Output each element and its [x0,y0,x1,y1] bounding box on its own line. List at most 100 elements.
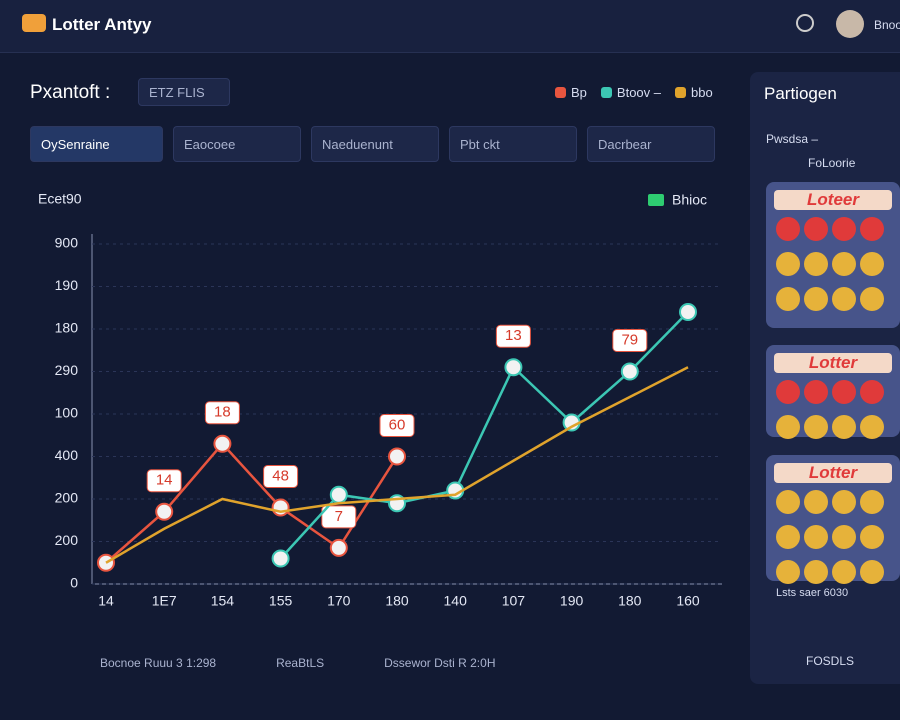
point [504,358,523,377]
ball [860,560,884,584]
ball [832,380,856,404]
ball [860,287,884,311]
series-line [279,311,689,560]
filter[interactable]: Naeduenunt [311,126,439,162]
ball [804,415,828,439]
ball [832,525,856,549]
logo: Lotter Antyy [52,15,152,34]
x-tick-label: 107 [502,593,526,609]
ball [804,252,828,276]
ball [776,217,800,241]
ball [776,252,800,276]
ball [804,380,828,404]
point [329,485,348,504]
y-tick-label: 290 [55,362,79,378]
ticket-title: Loteer [774,190,892,210]
bottom-text: ReaBtLS [276,656,325,670]
ball [832,560,856,584]
top-bar: Lotter Antyy Bnoo [0,0,900,53]
ticket-card[interactable]: Lotter [766,345,900,439]
panel-title: Pxantoft : [30,82,111,103]
ball [860,490,884,514]
ball [860,415,884,439]
x-tick-label: 14 [98,593,114,609]
label-box [204,401,240,425]
ball-row [774,284,892,319]
label-box [321,505,357,529]
ball [776,525,800,549]
chart: Ecet90 Bhioc 0 200 200 400 100 290 180 190 900 14 1E… [38,191,722,609]
x-tick-label: 180 [385,593,409,609]
y-tick-label: 180 [55,320,79,336]
ball [776,560,800,584]
ball [804,525,828,549]
point [271,498,290,517]
ticket-card[interactable]: Lotter [766,455,900,584]
sidebar-sub: Pwsdsa – [766,132,819,146]
ball [776,380,800,404]
filter[interactable]: Eaocoee [173,126,301,162]
filter[interactable]: Pbt ckt [449,126,577,162]
point [679,303,697,321]
search-input[interactable]: ETZ FLIS [138,78,230,106]
ticket-title: Lotter [774,353,892,373]
legend-swatch [555,87,566,98]
ball-row [774,557,892,592]
label-box [495,324,531,348]
x-tick-label: 170 [327,593,351,609]
legend-item: bbo [675,85,713,100]
legend-text: Bp [571,85,587,100]
ball [860,525,884,549]
ticket-card[interactable]: Loteer [766,182,900,328]
x-tick-label: 155 [269,593,293,609]
ball [804,217,828,241]
bottom-text: Bocnoe Ruuu 3 1:298 [100,656,217,670]
x-tick-label: 190 [560,593,584,609]
ball [804,490,828,514]
x-tick-label: 160 [676,593,700,609]
data-label: 13 [505,327,522,344]
point [329,538,348,557]
ball [832,217,856,241]
y-tick-label: 400 [55,447,79,463]
ticket-title: Lotter [774,463,892,483]
point [271,549,290,568]
ball [860,252,884,276]
data-label: 7 [335,508,343,525]
filter[interactable]: OySenraine [30,126,163,162]
x-tick-label: 1E7 [152,593,177,609]
y-tick-label: 0 [70,575,78,591]
legend-item: Bp [555,85,587,100]
ball [776,415,800,439]
user-name: Bnoo [874,18,900,32]
ball [804,287,828,311]
legend-item: Btoov – [600,85,661,100]
y-tick-label: 900 [55,235,79,251]
series-line [105,441,399,564]
ball [832,415,856,439]
filter[interactable]: Dacrbear [587,126,715,162]
legend-text: bbo [691,85,713,100]
ball [776,287,800,311]
ball-row [774,412,892,447]
point [213,434,232,453]
data-label: 14 [156,472,173,489]
x-tick-label: 180 [618,593,642,609]
filters: OySenraine Eaocoee Naeduenunt Pbt ckt Dacrbe… [30,126,715,162]
data-label: 48 [272,467,289,484]
label-box [379,414,415,437]
point [155,502,174,521]
y-axis-label: Ecet90 [38,191,82,207]
data-label: 79 [621,331,638,348]
pager[interactable]: FOSDLS [806,654,855,668]
search-icon[interactable] [796,14,814,32]
label-box [146,469,182,493]
ball-row [774,487,892,522]
point [620,362,639,381]
avatar[interactable] [836,10,864,38]
ball [776,490,800,514]
legend-swatch [648,194,664,206]
ball-row [774,249,892,284]
point [388,447,406,466]
